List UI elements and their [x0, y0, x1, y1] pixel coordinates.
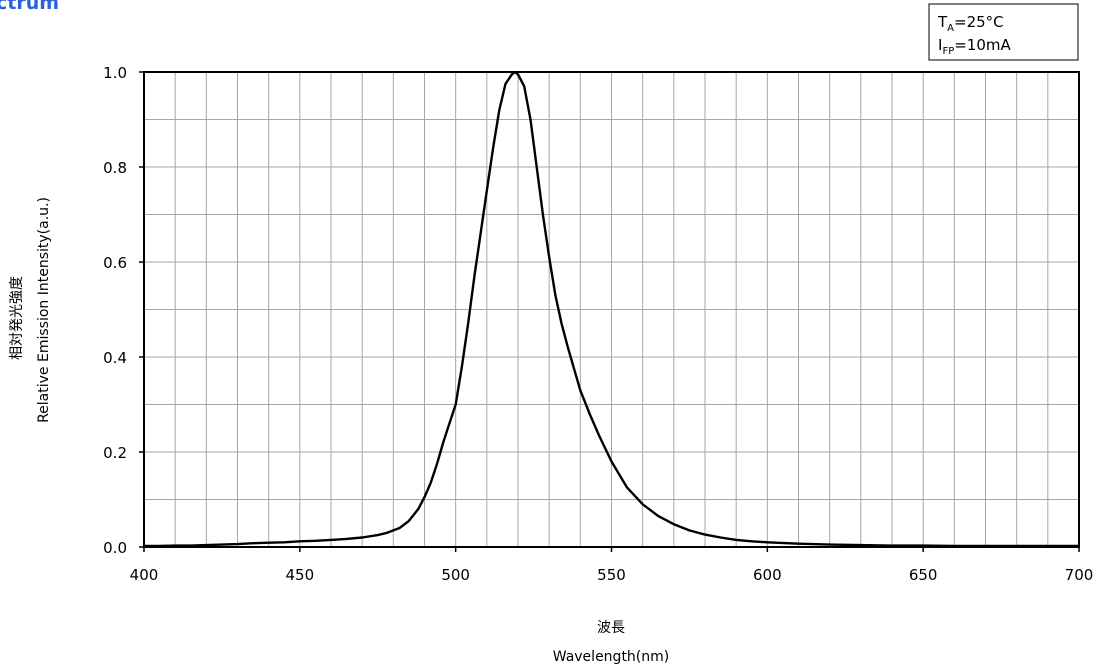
x-tick-label: 450 — [286, 566, 315, 584]
condition-legend: TA=25°C IFP=10mA — [928, 3, 1079, 61]
x-tick-label: 700 — [1065, 566, 1094, 584]
grid — [144, 72, 1079, 547]
y-tick-label: 0.0 — [103, 539, 127, 557]
condition-ifp-value: =10mA — [954, 36, 1011, 54]
condition-ta-symbol: T — [937, 13, 948, 31]
y-tick-label: 1.0 — [103, 64, 127, 82]
y-tick-label: 0.2 — [103, 444, 127, 462]
x-axis-title-jp: 波長 — [597, 620, 625, 636]
spectrum-series-line — [144, 70, 1079, 548]
condition-ta-value: =25°C — [954, 13, 1004, 31]
condition-legend-box — [928, 3, 1079, 61]
condition-ta: TA=25°C — [937, 13, 1004, 34]
condition-ifp-subscript: FP — [942, 46, 954, 57]
y-tick-label: 0.6 — [103, 254, 127, 272]
x-tick-label: 550 — [597, 566, 626, 584]
condition-ifp: IFP=10mA — [938, 36, 1012, 57]
x-tick-label: 600 — [753, 566, 782, 584]
y-tick-label: 0.4 — [103, 349, 127, 367]
condition-ta-subscript: A — [947, 23, 954, 34]
axis-ticks: 400 450 500 550 600 650 700 0.0 0.2 0.4 0.6 0.8 1.0 — [103, 64, 1093, 584]
y-axis-title-jp: 相対発光強度 — [9, 276, 25, 360]
x-tick-label: 500 — [441, 566, 470, 584]
x-tick-label: 400 — [130, 566, 159, 584]
x-tick-label: 650 — [909, 566, 938, 584]
x-axis-title: Wavelength(nm) — [553, 649, 669, 665]
condition-ifp-symbol: I — [938, 36, 942, 54]
y-tick-label: 0.8 — [103, 159, 127, 177]
page-title: ctrum — [0, 0, 60, 14]
y-axis-title: Relative Emission Intensity(a.u.) — [36, 197, 52, 423]
